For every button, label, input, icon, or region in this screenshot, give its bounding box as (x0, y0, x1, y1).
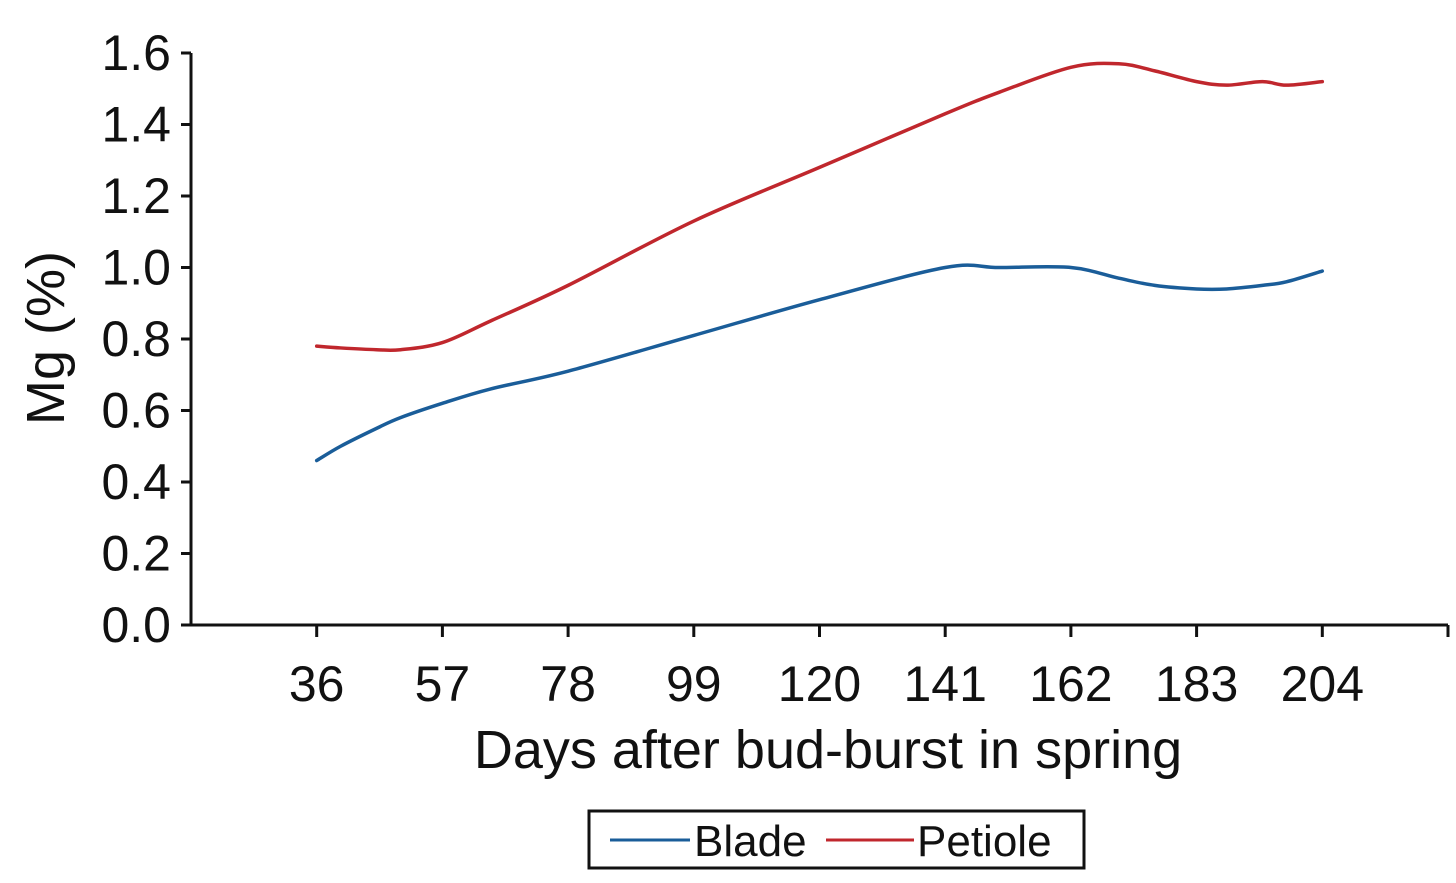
x-tick-label: 78 (540, 656, 596, 712)
x-tick-label: 99 (666, 656, 722, 712)
y-tick-label: 1.0 (101, 240, 171, 296)
series-line-petiole (314, 61, 1325, 353)
axes (189, 53, 1448, 627)
x-tick-label: 57 (415, 656, 471, 712)
y-tick-label: 0.8 (101, 311, 171, 367)
y-axis-label: Mg (%) (16, 251, 76, 425)
x-tick-label: 183 (1155, 656, 1238, 712)
legend: Blade Petiole (587, 809, 1086, 870)
series-line-blade (314, 263, 1325, 463)
x-tick-label: 120 (778, 656, 861, 712)
y-tick-label: 1.2 (101, 168, 171, 224)
y-tick-label: 0.6 (101, 383, 171, 439)
y-axis-ticks: 0.0 0.2 0.4 0.6 0.8 1.0 1.2 1.4 1.6 (101, 25, 191, 653)
y-tick-label: 0.4 (101, 454, 171, 510)
x-tick-label: 162 (1029, 656, 1112, 712)
x-axis-ticks: 36 57 78 99 120 141 162 183 204 (289, 625, 1450, 712)
x-axis-label: Days after bud-burst in spring (474, 720, 1182, 780)
series-layer (314, 61, 1325, 463)
x-tick-label: 36 (289, 656, 345, 712)
legend-label-blade: Blade (694, 817, 807, 866)
y-tick-label: 0.2 (101, 526, 171, 582)
legend-label-petiole: Petiole (917, 817, 1052, 866)
x-tick-label: 141 (903, 656, 986, 712)
y-tick-label: 1.6 (101, 25, 171, 81)
y-tick-label: 0.0 (101, 597, 171, 653)
x-tick-label: 204 (1281, 656, 1364, 712)
y-tick-label: 1.4 (101, 97, 171, 153)
